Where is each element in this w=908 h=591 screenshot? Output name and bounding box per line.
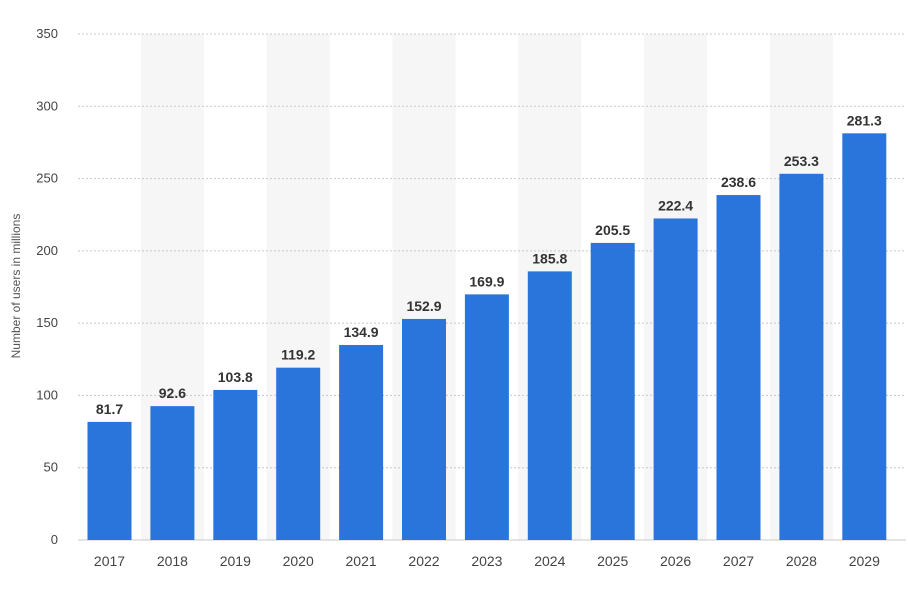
x-tick-label: 2025	[597, 553, 628, 569]
bar[interactable]	[402, 318, 446, 540]
x-tick-label: 2018	[157, 553, 188, 569]
data-label: 253.3	[784, 153, 819, 169]
data-label: 92.6	[159, 385, 186, 401]
bar[interactable]	[716, 195, 761, 541]
y-tick-label: 250	[36, 171, 58, 186]
bar[interactable]	[590, 242, 635, 541]
y-tick-label: 100	[36, 387, 58, 402]
x-tick-label: 2024	[534, 553, 565, 569]
bar[interactable]	[527, 271, 572, 540]
data-label: 119.2	[281, 347, 315, 363]
data-labels: 81.7 92.6 103.8 119.2 134.9 152.9 169.9 185.8 20…	[96, 112, 882, 417]
x-tick-label: 2023	[471, 553, 502, 569]
data-label: 185.8	[532, 250, 567, 266]
x-tick-label: 2022	[408, 553, 439, 569]
bar[interactable]	[150, 406, 195, 540]
y-tick-label: 150	[36, 315, 58, 330]
data-label: 238.6	[721, 174, 756, 190]
x-tick-label: 2017	[94, 553, 125, 569]
bar[interactable]	[779, 173, 824, 540]
data-label: 103.8	[218, 369, 253, 385]
data-label: 205.5	[595, 222, 630, 238]
bar[interactable]	[653, 218, 698, 540]
data-label: 281.3	[847, 112, 882, 128]
data-label: 81.7	[96, 401, 123, 417]
x-tick-label: 2028	[786, 553, 817, 569]
x-tick-label: 2026	[660, 553, 691, 569]
x-tick-label: 2021	[346, 553, 377, 569]
x-axis-ticks: 2017 2018 2019 2020 2021 2022 2023 2024 2025 2026…	[94, 553, 880, 569]
bars	[87, 133, 887, 541]
bar[interactable]	[339, 344, 384, 540]
bar[interactable]	[464, 294, 509, 540]
x-tick-label: 2027	[723, 553, 754, 569]
data-label: 222.4	[658, 197, 693, 213]
y-axis-label: Number of users in millions	[9, 214, 23, 359]
bar[interactable]	[213, 389, 258, 540]
y-tick-label: 300	[36, 98, 58, 113]
data-label: 152.9	[406, 298, 441, 314]
bar[interactable]	[87, 421, 132, 540]
x-tick-label: 2020	[283, 553, 314, 569]
data-label: 169.9	[469, 273, 504, 289]
bar[interactable]	[842, 133, 887, 541]
y-tick-label: 350	[36, 26, 58, 41]
y-tick-label: 0	[51, 532, 58, 547]
x-tick-label: 2029	[849, 553, 880, 569]
y-tick-label: 50	[44, 460, 58, 475]
y-tick-label: 200	[36, 243, 58, 258]
x-tick-label: 2019	[220, 553, 251, 569]
data-label: 134.9	[344, 324, 379, 340]
y-axis-ticks: 0 50 100 150 200 250 300 350	[36, 26, 58, 547]
bar[interactable]	[276, 367, 321, 540]
